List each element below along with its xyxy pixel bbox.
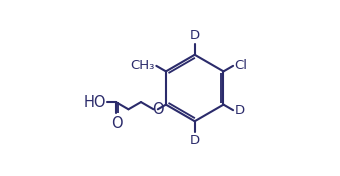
Text: D: D — [235, 104, 244, 117]
Text: D: D — [190, 30, 200, 42]
Text: CH₃: CH₃ — [131, 59, 155, 72]
Text: Cl: Cl — [235, 59, 248, 72]
Text: D: D — [190, 134, 200, 146]
Text: HO: HO — [84, 95, 106, 110]
Text: O: O — [152, 102, 164, 117]
Text: O: O — [111, 116, 123, 131]
